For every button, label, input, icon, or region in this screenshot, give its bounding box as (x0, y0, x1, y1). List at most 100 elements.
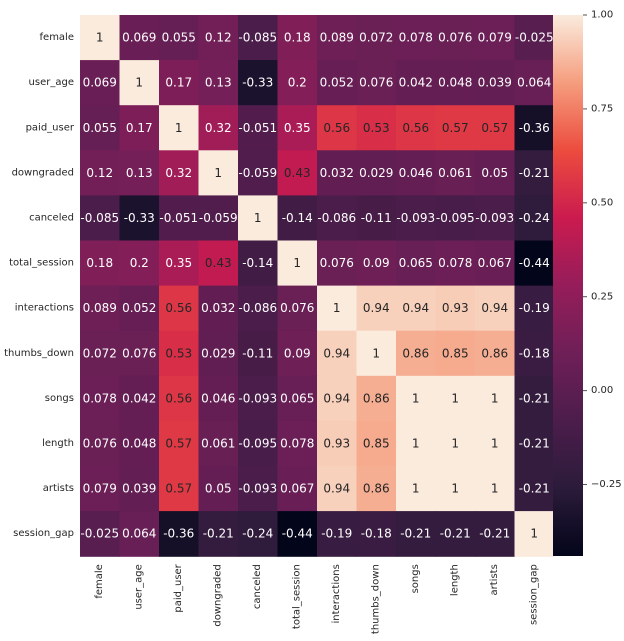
cell-value-label: 0.57 (481, 121, 508, 135)
cell-value-label: 0.18 (284, 31, 311, 45)
cell-value-label: 1 (491, 436, 499, 450)
cell-value-label: -0.18 (361, 527, 392, 541)
column-tick-label: session_gap (529, 564, 540, 625)
cell-value-label: 0.35 (284, 121, 311, 135)
heatmap-cell (435, 511, 476, 557)
heatmap-cell (435, 105, 476, 151)
cell-value-label: 0.042 (122, 391, 156, 405)
heatmap-cell (435, 420, 476, 467)
heatmap-cell (277, 240, 318, 287)
heatmap-cell (80, 240, 121, 287)
heatmap-cell (198, 330, 239, 377)
cell-value-label: -0.21 (519, 166, 550, 180)
cell-value-label: 0.2 (130, 256, 149, 270)
cell-value-label: 0.17 (126, 121, 153, 135)
heatmap-cell (435, 150, 476, 196)
cell-value-label: 1 (333, 301, 341, 315)
heatmap-cell (396, 15, 437, 61)
cell-value-label: 1 (451, 482, 459, 496)
cell-value-label: -0.085 (80, 211, 119, 225)
cell-value-label: -0.025 (80, 527, 119, 541)
cell-value-label: 0.13 (126, 166, 153, 180)
cell-value-label: 1 (491, 391, 499, 405)
heatmap-cell (159, 511, 200, 557)
colorbar-tick-label: 0.25 (591, 291, 613, 302)
heatmap-cell (475, 195, 516, 242)
cell-value-label: -0.093 (475, 211, 514, 225)
cell-value-label: 0.56 (165, 391, 192, 405)
cell-value-label: -0.093 (396, 211, 435, 225)
cell-value-label: 0.32 (205, 121, 232, 135)
column-tick-label: interactions (331, 564, 342, 623)
colorbar-tick-label: 0.75 (591, 103, 613, 114)
heatmap-cell (277, 330, 318, 377)
heatmap-cell (317, 330, 358, 377)
cell-value-label: 1 (254, 211, 262, 225)
heatmap-cell (238, 285, 279, 332)
heatmap-cell (277, 195, 318, 242)
cell-value-label: 0.069 (122, 31, 156, 45)
cell-value-label: 0.048 (438, 76, 472, 90)
cell-value-label: 0.85 (363, 436, 390, 450)
heatmap-cells: 1 0.069 0.055 0.12 -0.085 0.18 0.089 0.072 0.078… (80, 15, 555, 557)
heatmap-cell (80, 195, 121, 242)
heatmap-cell (396, 240, 437, 287)
row-tick-label: interactions (15, 303, 74, 314)
cell-value-label: 0.93 (442, 301, 469, 315)
heatmap-cell (198, 240, 239, 287)
heatmap-cell (475, 330, 516, 377)
heatmap-cell (396, 60, 437, 106)
cell-value-label: 0.94 (481, 301, 508, 315)
cell-value-label: 0.076 (320, 256, 354, 270)
heatmap-cell (317, 420, 358, 467)
heatmap-cell (159, 240, 200, 287)
cell-value-label: -0.44 (519, 256, 550, 270)
cell-value-label: 0.065 (399, 256, 433, 270)
cell-value-label: -0.086 (238, 301, 277, 315)
cell-value-label: -0.21 (440, 527, 471, 541)
cell-value-label: 1 (451, 391, 459, 405)
cell-value-label: -0.095 (436, 211, 475, 225)
heatmap-cell (119, 150, 160, 196)
cell-value-label: 0.56 (402, 121, 429, 135)
cell-value-label: 0.43 (284, 166, 311, 180)
cell-value-label: 1 (372, 346, 380, 360)
colorbar-gradient (553, 15, 583, 556)
heatmap-cell (514, 420, 555, 467)
row-tick-label: total_session (9, 258, 74, 269)
cell-value-label: 1 (412, 391, 420, 405)
heatmap-cell (435, 60, 476, 106)
heatmap-cell (356, 150, 397, 196)
heatmap-cell (198, 420, 239, 467)
heatmap-cell (475, 240, 516, 287)
heatmap-cell (159, 150, 200, 196)
heatmap-cell (475, 15, 516, 61)
column-tick-label: total_session (292, 564, 303, 629)
cell-value-label: 0.57 (165, 482, 192, 496)
heatmap-cell (159, 466, 200, 512)
cell-value-label: 0.94 (363, 301, 390, 315)
column-tick-labels: female user_age paid_user downgraded cancele… (94, 563, 540, 634)
cell-value-label: -0.21 (400, 527, 431, 541)
heatmap-cell (356, 240, 397, 287)
cell-value-label: 0.18 (86, 256, 113, 270)
heatmap-cell (514, 330, 555, 377)
heatmap-cell (356, 511, 397, 557)
heatmap-cell (356, 285, 397, 332)
column-tick-label: downgraded (213, 564, 224, 626)
cell-value-label: 0.089 (320, 31, 354, 45)
cell-value-label: 1 (412, 482, 420, 496)
heatmap-cell (396, 420, 437, 467)
cell-value-label: 0.078 (83, 391, 117, 405)
colorbar-tick-label: 0.00 (591, 385, 613, 396)
cell-value-label: 0.067 (280, 482, 314, 496)
heatmap-cell (159, 105, 200, 151)
row-tick-label: canceled (29, 212, 74, 223)
heatmap-cell (514, 15, 555, 61)
heatmap-cell (119, 15, 160, 61)
heatmap-cell (238, 105, 279, 151)
heatmap-cell (435, 240, 476, 287)
heatmap-cell (277, 420, 318, 467)
heatmap-cell (198, 150, 239, 196)
cell-value-label: 0.13 (205, 76, 232, 90)
